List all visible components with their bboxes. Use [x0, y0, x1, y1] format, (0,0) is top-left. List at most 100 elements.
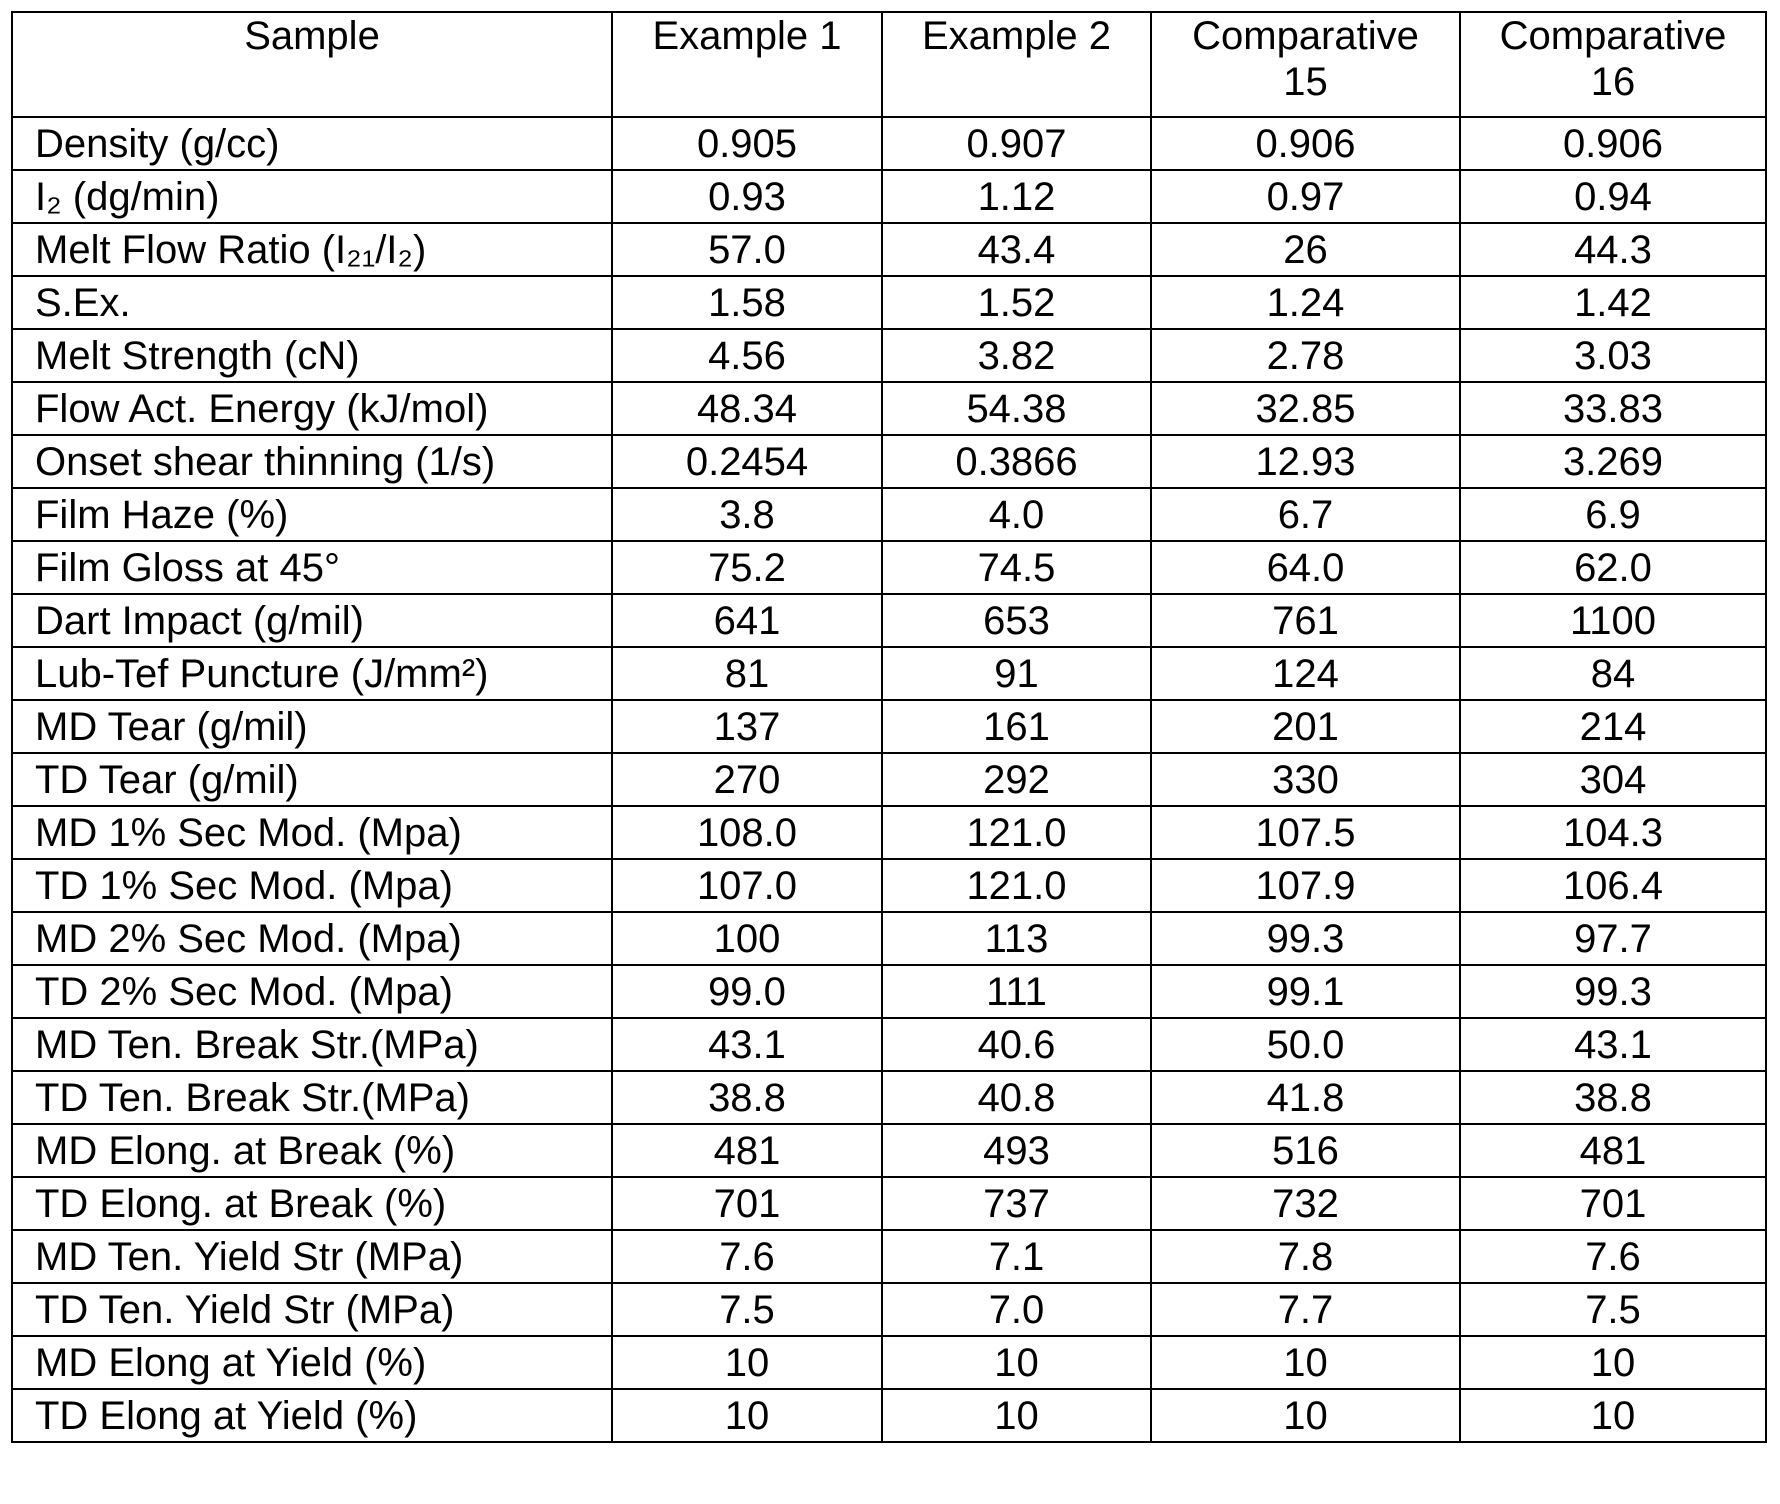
value-cell: 7.0 — [882, 1283, 1151, 1336]
value-cell: 4.0 — [882, 488, 1151, 541]
table-row: TD 1% Sec Mod. (Mpa)107.0121.0107.9106.4 — [12, 859, 1766, 912]
row-label: TD 2% Sec Mod. (Mpa) — [12, 965, 612, 1018]
value-cell: 493 — [882, 1124, 1151, 1177]
value-cell: 111 — [882, 965, 1151, 1018]
value-cell: 304 — [1460, 753, 1766, 806]
row-label: Density (g/cc) — [12, 117, 612, 170]
table-row: Film Gloss at 45°75.274.564.062.0 — [12, 541, 1766, 594]
value-cell: 81 — [612, 647, 882, 700]
table-row: Dart Impact (g/mil)6416537611100 — [12, 594, 1766, 647]
value-cell: 107.0 — [612, 859, 882, 912]
value-cell: 481 — [612, 1124, 882, 1177]
table-row: Melt Flow Ratio (I₂₁/I₂)57.043.42644.3 — [12, 223, 1766, 276]
header-cell: Example 1 — [612, 12, 882, 117]
value-cell: 99.1 — [1151, 965, 1460, 1018]
value-cell: 3.8 — [612, 488, 882, 541]
value-cell: 99.3 — [1151, 912, 1460, 965]
value-cell: 7.8 — [1151, 1230, 1460, 1283]
value-cell: 10 — [612, 1389, 882, 1442]
value-cell: 10 — [1151, 1336, 1460, 1389]
table-row: MD Tear (g/mil)137161201214 — [12, 700, 1766, 753]
value-cell: 7.5 — [1460, 1283, 1766, 1336]
value-cell: 33.83 — [1460, 382, 1766, 435]
value-cell: 40.6 — [882, 1018, 1151, 1071]
table-row: S.Ex.1.581.521.241.42 — [12, 276, 1766, 329]
value-cell: 121.0 — [882, 806, 1151, 859]
table-row: TD Elong at Yield (%)10101010 — [12, 1389, 1766, 1442]
row-label: MD Elong. at Break (%) — [12, 1124, 612, 1177]
row-label: MD Ten. Break Str.(MPa) — [12, 1018, 612, 1071]
header-cell: Comparative 16 — [1460, 12, 1766, 117]
value-cell: 48.34 — [612, 382, 882, 435]
table-row: TD 2% Sec Mod. (Mpa)99.011199.199.3 — [12, 965, 1766, 1018]
row-label: I₂ (dg/min) — [12, 170, 612, 223]
value-cell: 57.0 — [612, 223, 882, 276]
value-cell: 7.1 — [882, 1230, 1151, 1283]
row-label: MD Elong at Yield (%) — [12, 1336, 612, 1389]
table-row: TD Ten. Yield Str (MPa)7.57.07.77.5 — [12, 1283, 1766, 1336]
value-cell: 4.56 — [612, 329, 882, 382]
header-row: SampleExample 1Example 2Comparative 15Co… — [12, 12, 1766, 117]
value-cell: 62.0 — [1460, 541, 1766, 594]
value-cell: 3.269 — [1460, 435, 1766, 488]
value-cell: 516 — [1151, 1124, 1460, 1177]
value-cell: 7.7 — [1151, 1283, 1460, 1336]
value-cell: 91 — [882, 647, 1151, 700]
value-cell: 84 — [1460, 647, 1766, 700]
value-cell: 1.24 — [1151, 276, 1460, 329]
row-label: Lub-Tef Puncture (J/mm²) — [12, 647, 612, 700]
value-cell: 64.0 — [1151, 541, 1460, 594]
value-cell: 330 — [1151, 753, 1460, 806]
value-cell: 7.6 — [612, 1230, 882, 1283]
row-label: Film Haze (%) — [12, 488, 612, 541]
value-cell: 214 — [1460, 700, 1766, 753]
row-label: TD Elong at Yield (%) — [12, 1389, 612, 1442]
table-row: TD Ten. Break Str.(MPa)38.840.841.838.8 — [12, 1071, 1766, 1124]
value-cell: 6.9 — [1460, 488, 1766, 541]
value-cell: 121.0 — [882, 859, 1151, 912]
row-label: S.Ex. — [12, 276, 612, 329]
table-row: Density (g/cc)0.9050.9070.9060.906 — [12, 117, 1766, 170]
value-cell: 10 — [1460, 1389, 1766, 1442]
data-table: SampleExample 1Example 2Comparative 15Co… — [11, 11, 1767, 1443]
row-label: Melt Strength (cN) — [12, 329, 612, 382]
row-label: Dart Impact (g/mil) — [12, 594, 612, 647]
table-row: Film Haze (%)3.84.06.76.9 — [12, 488, 1766, 541]
value-cell: 99.3 — [1460, 965, 1766, 1018]
value-cell: 0.907 — [882, 117, 1151, 170]
value-cell: 10 — [882, 1389, 1151, 1442]
table-row: MD 2% Sec Mod. (Mpa)10011399.397.7 — [12, 912, 1766, 965]
value-cell: 10 — [882, 1336, 1151, 1389]
value-cell: 7.6 — [1460, 1230, 1766, 1283]
value-cell: 107.5 — [1151, 806, 1460, 859]
value-cell: 74.5 — [882, 541, 1151, 594]
row-label: Onset shear thinning (1/s) — [12, 435, 612, 488]
table-row: I₂ (dg/min)0.931.120.970.94 — [12, 170, 1766, 223]
table-row: TD Tear (g/mil)270292330304 — [12, 753, 1766, 806]
value-cell: 100 — [612, 912, 882, 965]
table-row: MD Ten. Yield Str (MPa)7.67.17.87.6 — [12, 1230, 1766, 1283]
table-row: Onset shear thinning (1/s)0.24540.386612… — [12, 435, 1766, 488]
value-cell: 107.9 — [1151, 859, 1460, 912]
table-row: MD Ten. Break Str.(MPa)43.140.650.043.1 — [12, 1018, 1766, 1071]
row-label: TD Ten. Yield Str (MPa) — [12, 1283, 612, 1336]
value-cell: 0.97 — [1151, 170, 1460, 223]
value-cell: 108.0 — [612, 806, 882, 859]
value-cell: 3.03 — [1460, 329, 1766, 382]
value-cell: 43.1 — [1460, 1018, 1766, 1071]
table-row: MD 1% Sec Mod. (Mpa)108.0121.0107.5104.3 — [12, 806, 1766, 859]
value-cell: 10 — [1151, 1389, 1460, 1442]
value-cell: 0.2454 — [612, 435, 882, 488]
value-cell: 7.5 — [612, 1283, 882, 1336]
value-cell: 1.52 — [882, 276, 1151, 329]
value-cell: 12.93 — [1151, 435, 1460, 488]
value-cell: 1.42 — [1460, 276, 1766, 329]
table-row: Flow Act. Energy (kJ/mol)48.3454.3832.85… — [12, 382, 1766, 435]
value-cell: 1.58 — [612, 276, 882, 329]
value-cell: 43.1 — [612, 1018, 882, 1071]
row-label: Film Gloss at 45° — [12, 541, 612, 594]
value-cell: 201 — [1151, 700, 1460, 753]
header-cell: Example 2 — [882, 12, 1151, 117]
value-cell: 701 — [612, 1177, 882, 1230]
